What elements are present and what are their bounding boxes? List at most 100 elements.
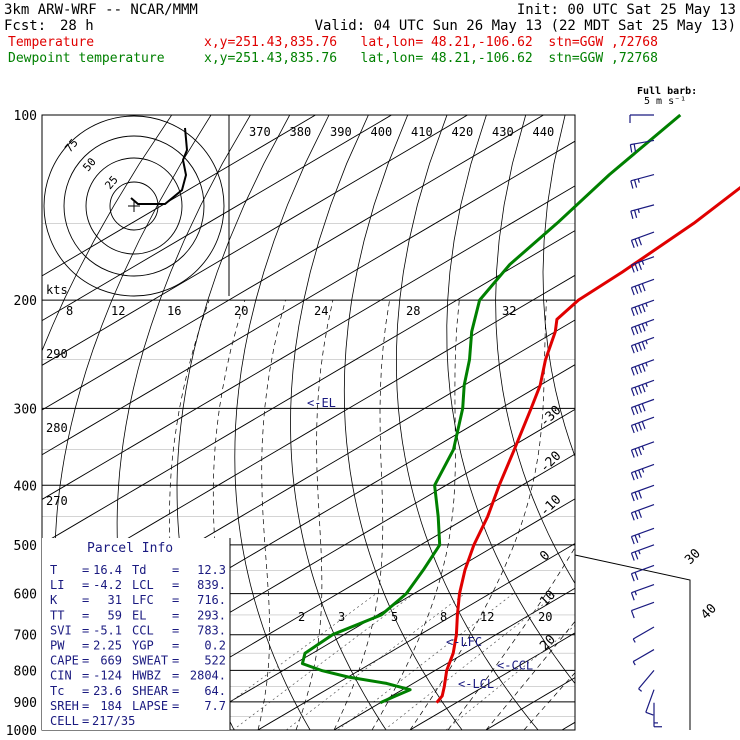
pressure-tick-label: 400: [14, 479, 37, 494]
init-time: Init: 00 UTC Sat 25 May 13: [516, 2, 736, 18]
wind-barb-half-flag: [645, 362, 648, 367]
model-title: 3km ARW-WRF -- NCAR/MMM: [4, 2, 198, 18]
wind-barb-staff: [632, 626, 655, 640]
wind-barb-flag: [638, 404, 642, 413]
wind-barb-flag: [630, 552, 635, 561]
valid-time: Valid: 04 UTC Sun 26 May 13 (22 MDT Sat …: [314, 18, 736, 34]
parcel-panel-bg: [42, 538, 230, 730]
parcel-label: CCL: [132, 623, 154, 637]
wind-barb-flag: [641, 304, 646, 313]
wind-barb: [638, 670, 655, 692]
wind-barb: [630, 601, 655, 619]
moist-adiabat-line: [295, 300, 334, 730]
hodograph-ring: [85, 157, 183, 255]
parcel-value: 2.25: [93, 639, 122, 653]
parcel-value: 184: [100, 699, 122, 713]
wind-barb-half-flag: [641, 445, 645, 451]
wind-barb-half-flag: [641, 468, 645, 473]
parcel-label: SVI: [50, 623, 72, 637]
lfc-marker: <-LFC: [446, 635, 482, 649]
wind-barb-flag: [630, 264, 635, 273]
parcel-value: 23.6: [93, 684, 122, 698]
wind-barb: [629, 139, 655, 153]
parcel-info-row: PW = 2.25 YGP = 0.2: [50, 639, 226, 653]
wind-barb: [630, 441, 655, 458]
mixing-ratio-upper-label: 16: [167, 304, 181, 318]
parcel-value: -124: [93, 669, 122, 683]
dry-adiabat-line: [634, 115, 740, 730]
wind-barb-flag: [634, 551, 639, 560]
theta-tick-label: 390: [330, 125, 352, 139]
hodograph-ring: [63, 135, 205, 277]
wind-barb-half-flag: [638, 550, 641, 555]
parcel-label: CIN: [50, 669, 72, 683]
parcel-value: 59: [108, 608, 122, 622]
wind-barb-half-flag: [645, 383, 648, 388]
isotherm-tick-label: 30: [682, 546, 704, 568]
parcel-equals: =: [82, 714, 89, 728]
wind-barb: [630, 278, 655, 296]
wind-barb-flag: [634, 238, 639, 247]
pressure-tick-label: 900: [14, 696, 37, 711]
parcel-info-row: SREH = 184 LAPSE = 7.7: [50, 699, 226, 713]
hodograph-ring-label: 75: [62, 136, 80, 155]
parcel-value: 293.: [197, 608, 226, 622]
dry-adiabat-label: 280: [46, 421, 68, 435]
parcel-equals: =: [82, 593, 89, 607]
barb-key-title: Full barb:: [637, 86, 697, 97]
parcel-info-row: SVI = -5.1 CCL = 783.: [50, 623, 226, 637]
wind-barb-flag: [630, 592, 635, 601]
parcel-info-row: CAPE = 669 SWEAT = 522: [50, 654, 226, 668]
wind-barb-flag: [630, 240, 635, 248]
wind-barb-flag: [630, 367, 635, 376]
parcel-equals: =: [82, 699, 89, 713]
parcel-equals: =: [172, 699, 179, 713]
parcel-value: 2804.: [190, 669, 226, 683]
parcel-value: 16.4: [93, 563, 122, 577]
isotherm-tick-label: -20: [537, 449, 564, 476]
parcel-value: 839.: [197, 578, 226, 592]
theta-tick-label: 440: [533, 125, 555, 139]
parcel-label: CELL: [50, 714, 79, 728]
parcel-info-row: Tc = 23.6 SHEAR = 64.: [50, 684, 226, 698]
parcel-equals: =: [82, 623, 89, 637]
wind-barb-flag: [630, 449, 635, 458]
wind-barb-flag: [630, 493, 635, 502]
parcel-value: 0.2: [204, 639, 226, 653]
parcel-label: SREH: [50, 699, 79, 713]
dry-adiabat-line: [495, 115, 575, 585]
mixing-ratio-lower-label: 12: [480, 610, 494, 624]
barb-key-unit: 5 m s⁻¹: [644, 96, 686, 107]
pressure-tick-label: 100: [14, 109, 37, 124]
wind-barb-flag: [634, 386, 639, 395]
wind-barb-flag: [634, 263, 639, 272]
isotherm-line: [257, 543, 575, 730]
wind-barb-flag: [634, 366, 639, 375]
wind-barb-flag: [638, 469, 642, 478]
wind-barb: [630, 544, 655, 561]
parcel-equals: =: [172, 669, 179, 683]
parcel-label: T: [50, 563, 57, 577]
wind-barb-flag: [634, 344, 639, 353]
parcel-label: Tc: [50, 684, 64, 698]
parcel-info-row: T = 16.4 Td = 12.3: [50, 563, 226, 577]
wind-barb-flag: [629, 144, 633, 153]
wind-barb-flag: [633, 179, 638, 188]
dry-adiabat-line: [343, 115, 463, 730]
mixing-ratio-line: [286, 593, 465, 730]
pressure-tick-label: 600: [14, 588, 37, 603]
dry-adiabat-label: 290: [46, 347, 68, 361]
theta-tick-label: 380: [290, 125, 312, 139]
wind-barb-flag: [641, 363, 646, 372]
dry-adiabat-line: [395, 115, 539, 730]
wind-barb-flag: [641, 283, 646, 292]
wind-barb-flag: [630, 610, 635, 619]
hodograph-ring-label: 25: [102, 173, 120, 192]
parcel-value: 669: [100, 654, 122, 668]
mixing-ratio-upper-label: 8: [66, 304, 73, 318]
wind-barb: [630, 204, 655, 219]
parcel-label: SHEAR: [132, 684, 169, 698]
parcel-value: -5.1: [93, 623, 122, 637]
dry-adiabat-line: [234, 115, 330, 730]
